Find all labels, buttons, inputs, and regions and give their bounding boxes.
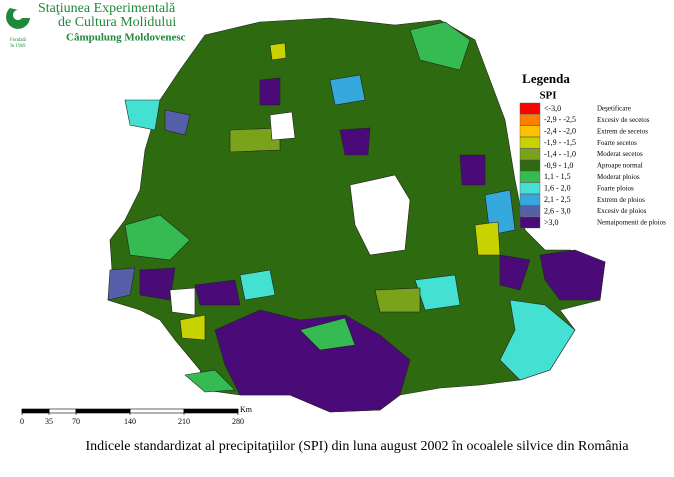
- legend-range: 2,6 - 3,0: [544, 206, 571, 215]
- forest-district: [124, 214, 191, 261]
- forest-district: [374, 287, 421, 313]
- legend-swatch: [519, 159, 541, 172]
- forest-district: [409, 21, 471, 71]
- svg-text:în 1969: în 1969: [9, 44, 26, 49]
- scale-label: 280: [232, 417, 244, 426]
- legend-range: -2,4 - -2,0: [544, 127, 576, 136]
- scale-segment: [75, 408, 131, 414]
- forest-district: [539, 249, 606, 301]
- forest-district: [214, 309, 411, 413]
- legend-swatch: [519, 205, 541, 217]
- legend-label: Deşetificare: [597, 105, 631, 113]
- legend-label: Extrem de ploios: [597, 196, 645, 204]
- legend-range: 2,1 - 2,5: [544, 195, 571, 204]
- forest-district: [229, 127, 281, 153]
- scale-segment: [21, 408, 50, 414]
- forest-district: [139, 267, 176, 301]
- legend-label: Aproape normal: [597, 162, 643, 170]
- forest-district: [459, 154, 486, 186]
- legend-swatch: [519, 114, 541, 126]
- scale-label: 35: [45, 417, 53, 426]
- header-line3: Câmpulung Moldovenesc: [66, 32, 186, 44]
- forest-district: [269, 42, 287, 61]
- legend-label: Excesiv de secetos: [597, 116, 650, 124]
- legend-swatch: [519, 193, 541, 206]
- legend-range: 1,6 - 2,0: [544, 184, 571, 193]
- legend-subtitle: SPI: [539, 90, 556, 102]
- legend-label: Moderat ploios: [597, 173, 640, 181]
- legend-swatch: [519, 136, 541, 149]
- scale-label: 70: [72, 417, 80, 426]
- forest-district: [184, 369, 236, 393]
- scale-unit: Km: [240, 405, 253, 414]
- scale-segment: [129, 408, 185, 414]
- svg-text:Fondată: Fondată: [10, 38, 27, 43]
- legend-swatch: [519, 102, 541, 115]
- legend-title: Legenda: [522, 71, 570, 86]
- legend-label: Moderat secetos: [597, 150, 643, 158]
- legend-range: -1,9 - -1,5: [544, 138, 576, 147]
- legend: <-3,0 Deşetificare -2,9 - -2,5 Excesiv de s…: [519, 102, 666, 229]
- header-line1: Staţiunea Experimentală: [38, 1, 176, 16]
- forest-district: [329, 74, 366, 106]
- legend-range: -2,9 - -2,5: [544, 115, 576, 124]
- legend-label: Extrem de secetos: [597, 127, 648, 135]
- forest-district: [414, 274, 461, 311]
- forest-district: [124, 99, 161, 131]
- forest-district: [259, 77, 281, 106]
- legend-swatch: [519, 182, 541, 195]
- legend-range: -1,4 - -1,0: [544, 149, 576, 158]
- forest-district: [339, 127, 371, 156]
- legend-range: 1,1 - 1,5: [544, 172, 571, 181]
- forest-district: [107, 267, 136, 301]
- forest-district: [194, 279, 241, 306]
- forest-district: [164, 109, 191, 136]
- legend-label: Nemaipomenit de ploios: [597, 219, 666, 227]
- scale-segment: [48, 408, 77, 414]
- forest-district: [499, 254, 531, 291]
- legend-swatch: [519, 171, 541, 183]
- forest-district: [239, 269, 276, 301]
- header-line2: de Cultura Molidului: [58, 15, 176, 30]
- map: [107, 17, 606, 413]
- forest-district: [179, 314, 206, 341]
- legend-range: -0,9 - 1,0: [544, 161, 573, 170]
- scale-label: 0: [20, 417, 24, 426]
- legend-label: Foarte ploios: [597, 184, 634, 192]
- scale-label: 140: [124, 417, 136, 426]
- legend-range: <-3,0: [544, 104, 561, 113]
- caption: Indicele standardizat al precipitaţiilor…: [85, 439, 629, 454]
- logo: Fondată în 1969: [6, 8, 31, 49]
- scale-segment: [183, 408, 239, 414]
- legend-swatch: [519, 148, 541, 160]
- legend-swatch: [519, 216, 541, 229]
- forest-district: [499, 299, 576, 381]
- forest-district: [474, 221, 501, 256]
- legend-label: Excesiv de ploios: [597, 207, 647, 215]
- scale-bar: 0 35 70 140 210 280: [20, 408, 244, 426]
- legend-swatch: [519, 125, 541, 138]
- legend-range: >3,0: [544, 218, 559, 227]
- forest-district: [299, 317, 356, 351]
- scale-label: 210: [178, 417, 190, 426]
- legend-label: Foarte secetos: [597, 139, 637, 147]
